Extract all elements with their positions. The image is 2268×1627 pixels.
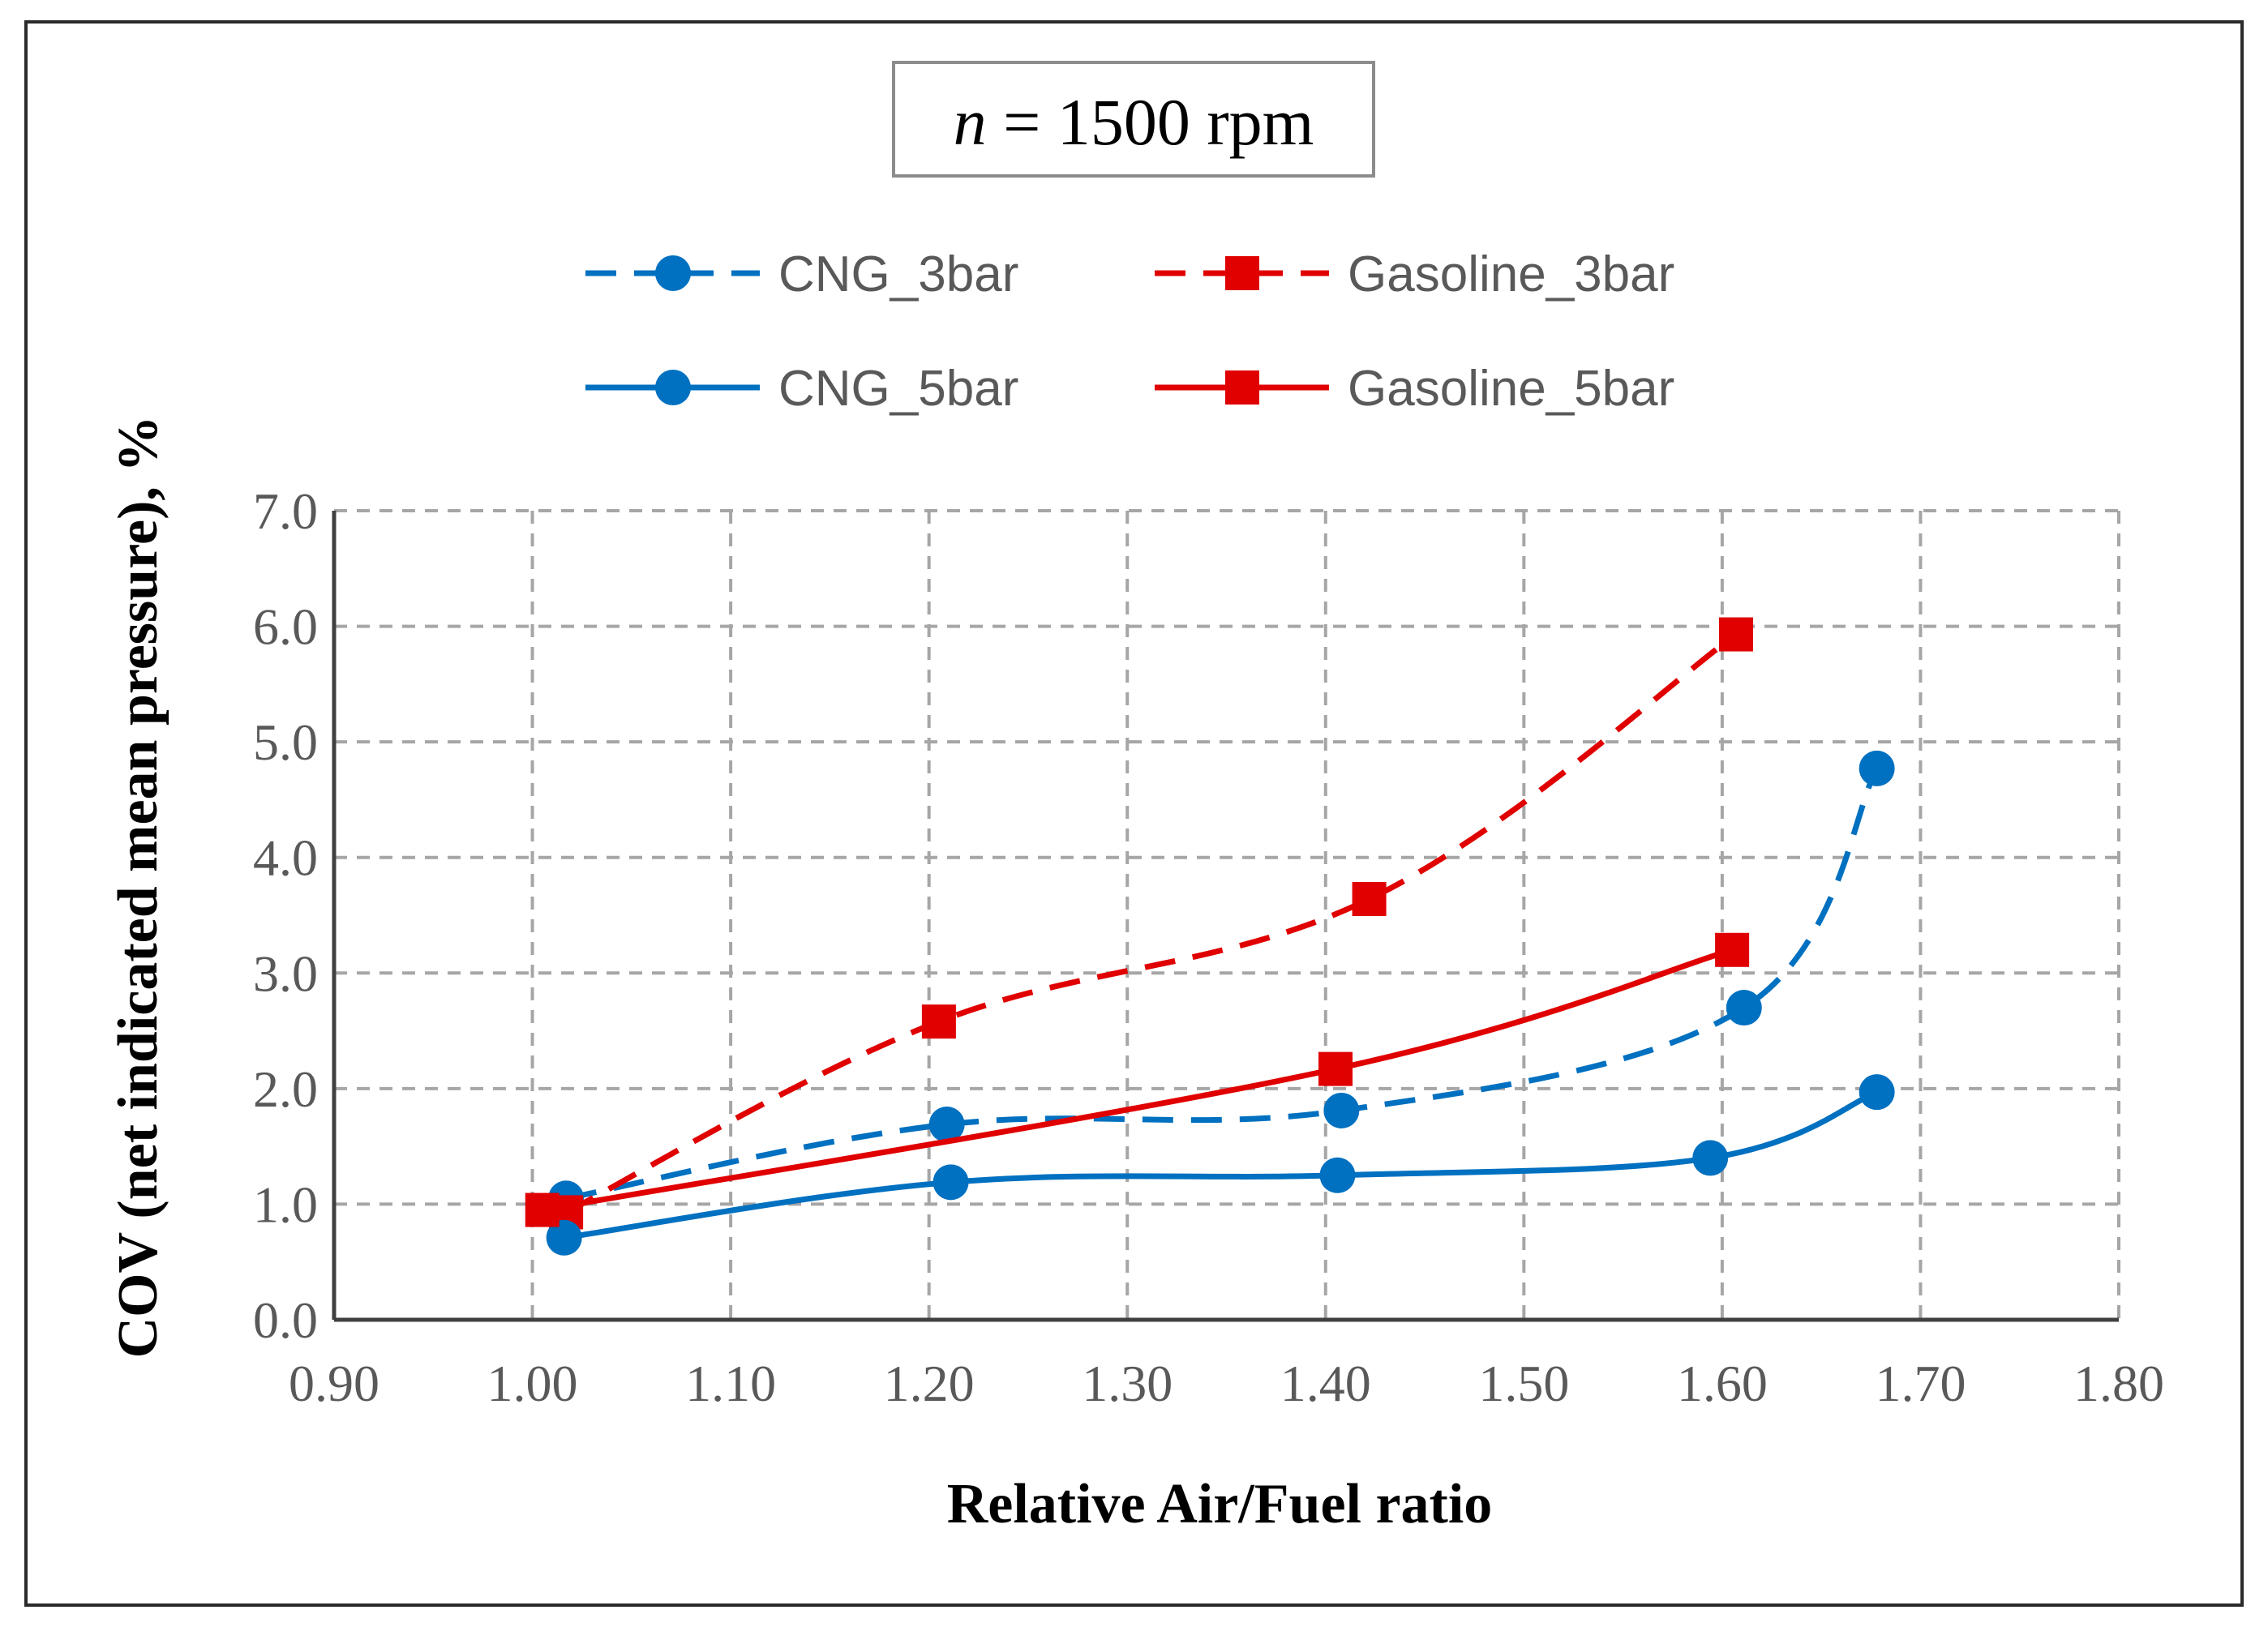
x-tick-label: 1.80 (2073, 1355, 2164, 1412)
legend-item-cng-3bar: CNG_3bar (585, 246, 1018, 302)
x-tick-label: 1.50 (1478, 1355, 1569, 1412)
data-point-cng-3bar (928, 1107, 965, 1143)
legend-label-cng-5bar: CNG_5bar (778, 361, 1018, 417)
data-point-cng-5bar (546, 1219, 582, 1256)
y-tick-label: 6.0 (253, 598, 318, 656)
y-tick-label: 2.0 (253, 1060, 318, 1118)
legend-label-gasoline-5bar: Gasoline_5bar (1348, 361, 1674, 417)
figure-frame (24, 20, 2244, 1607)
legend-marker-gasoline-5bar (1225, 370, 1259, 405)
legend-marker-cng-5bar (655, 370, 691, 405)
data-point-gasoline-5bar (1715, 932, 1750, 967)
x-tick-label: 1.00 (487, 1355, 578, 1412)
series-line-gasoline-5bar (542, 947, 1734, 1214)
x-tick-labels: 0.90 1.00 1.10 1.20 1.30 1.40 1.50 1.60 1.70 1.80 (289, 1355, 2164, 1412)
x-tick-label: 0.90 (289, 1355, 379, 1412)
y-tick-label: 7.0 (253, 482, 318, 540)
y-tick-label: 1.0 (253, 1175, 318, 1233)
legend-marker-gasoline-3bar (1225, 256, 1259, 290)
data-point-cng-3bar (1323, 1092, 1360, 1128)
series-layer (525, 617, 1895, 1256)
series-cng-5bar (546, 1074, 1895, 1256)
data-point-gasoline-5bar (1318, 1051, 1353, 1086)
legend-item-cng-5bar: CNG_5bar (585, 361, 1018, 417)
legend-marker-cng-3bar (655, 255, 691, 291)
data-point-cng-5bar (1319, 1157, 1356, 1193)
x-tick-label: 1.40 (1280, 1355, 1371, 1412)
series-gasoline-3bar (549, 617, 1754, 1230)
legend-item-gasoline-3bar: Gasoline_3bar (1155, 246, 1674, 302)
x-tick-label: 1.60 (1677, 1355, 1768, 1412)
y-axis-label: COV (net indicated mean pressure), % (107, 416, 169, 1359)
data-point-cng-3bar (1859, 750, 1895, 786)
title-rest: = 1500 rpm (987, 85, 1314, 159)
data-point-cng-5bar (932, 1164, 969, 1201)
x-tick-label: 1.10 (685, 1355, 776, 1412)
legend-label-cng-3bar: CNG_3bar (778, 246, 1018, 302)
y-tick-label: 4.0 (253, 829, 318, 887)
axes (332, 511, 2119, 1322)
x-tick-label: 1.30 (1082, 1355, 1173, 1412)
y-tick-label: 5.0 (253, 713, 318, 771)
data-point-gasoline-3bar (1352, 882, 1387, 917)
title-box (892, 61, 1375, 178)
data-point-cng-5bar (1692, 1140, 1729, 1176)
series-gasoline-5bar (525, 932, 1750, 1227)
legend-item-gasoline-5bar: Gasoline_5bar (1155, 361, 1674, 417)
data-point-cng-3bar (1726, 990, 1762, 1026)
data-point-cng-5bar (1859, 1074, 1895, 1111)
x-tick-label: 1.20 (884, 1355, 975, 1412)
legend-label-gasoline-3bar: Gasoline_3bar (1348, 246, 1674, 302)
series-line-gasoline-3bar (564, 632, 1739, 1215)
x-axis-label: Relative Air/Fuel ratio (947, 1473, 1493, 1535)
series-line-cng-5bar (564, 1089, 1878, 1241)
y-tick-label: 0.0 (253, 1291, 318, 1349)
data-point-gasoline-3bar (921, 1004, 956, 1039)
title-variable: n (954, 85, 987, 159)
y-tick-label: 3.0 (253, 944, 318, 1002)
data-point-gasoline-3bar (1719, 617, 1754, 652)
chart-title: n = 1500 rpm (954, 85, 1314, 159)
grid (334, 509, 2120, 1320)
legend: CNG_3bar Gasoline_3bar CNG_5bar Gasoline_5b… (585, 246, 1674, 417)
data-point-gasoline-5bar (525, 1192, 559, 1227)
y-tick-labels: 0.0 1.0 2.0 3.0 4.0 5.0 6.0 7.0 (253, 482, 318, 1349)
x-tick-label: 1.70 (1875, 1355, 1966, 1412)
